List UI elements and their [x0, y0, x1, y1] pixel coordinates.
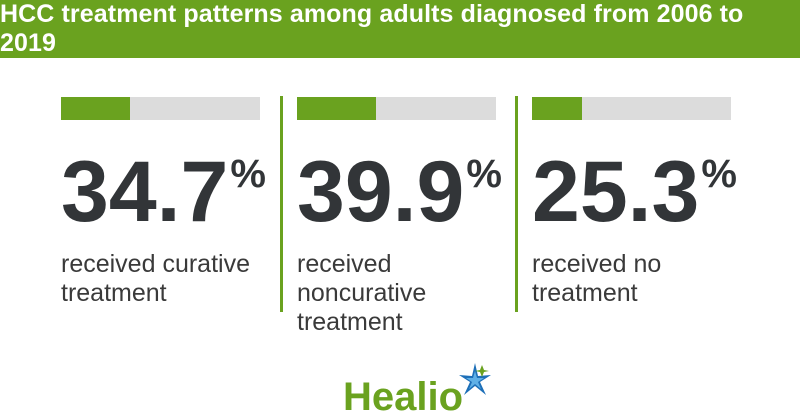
- stat-value: 25.3 %: [532, 146, 742, 238]
- healio-logo: Healio: [343, 362, 493, 417]
- healio-star-icon: [457, 362, 493, 403]
- stat-description-line: received curative: [61, 250, 250, 278]
- progress-bar: [532, 97, 731, 120]
- progress-bar: [61, 97, 260, 120]
- stat-noncurative: 39.9 % received noncurative treatment: [297, 97, 507, 337]
- stat-number: 25.3: [532, 144, 700, 240]
- stat-description-line: noncurative: [297, 279, 427, 307]
- stat-description-line: treatment: [61, 279, 167, 307]
- stat-description-line: treatment: [297, 308, 403, 336]
- page-title: HCC treatment patterns among adults diag…: [0, 0, 744, 57]
- stat-number: 34.7: [61, 144, 229, 240]
- stat-description: received curative treatment: [61, 250, 266, 308]
- stat-description: received no treatment: [532, 250, 737, 308]
- stat-description: received noncurative treatment: [297, 250, 502, 337]
- stat-no-treatment: 25.3 % received no treatment: [532, 97, 742, 308]
- stat-description-line: received no: [532, 250, 662, 278]
- divider: [515, 96, 518, 312]
- divider: [280, 96, 283, 312]
- stat-description-line: received: [297, 250, 392, 278]
- stat-unit: %: [230, 152, 266, 196]
- logo-text: Healio: [343, 375, 464, 419]
- progress-bar-fill: [297, 97, 377, 120]
- header-banner: HCC treatment patterns among adults diag…: [0, 0, 800, 58]
- progress-bar: [297, 97, 496, 120]
- stat-curative: 34.7 % received curative treatment: [61, 97, 271, 308]
- stat-number: 39.9: [297, 144, 465, 240]
- progress-bar-fill: [61, 97, 131, 120]
- stat-value: 34.7 %: [61, 146, 271, 238]
- progress-bar-fill: [532, 97, 583, 120]
- stat-unit: %: [466, 152, 502, 196]
- stat-value: 39.9 %: [297, 146, 507, 238]
- stat-unit: %: [701, 152, 737, 196]
- stat-description-line: treatment: [532, 279, 638, 307]
